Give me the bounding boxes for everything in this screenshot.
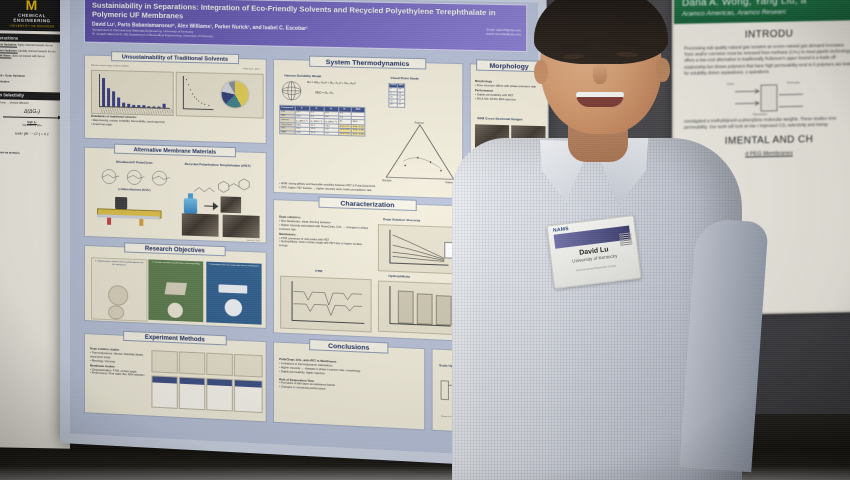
- membrane-thumb: [220, 196, 242, 214]
- section-unsustainability[interactable]: Unsustainability of Traditional Solvents…: [83, 51, 267, 145]
- section-alternative-materials[interactable]: Alternative Membrane Materials Rhodiasol…: [83, 143, 267, 244]
- sem-left: [181, 213, 219, 237]
- hair: [534, 0, 668, 64]
- svg-text:Polymer: Polymer: [415, 122, 424, 125]
- methods-b4: Performance: Pure water flux, BSA reject…: [91, 371, 145, 378]
- objective-text-3: 3. Investigate effect of evaporation tim…: [208, 263, 259, 268]
- ear-right: [656, 58, 670, 82]
- char-text: Dope solutions: • Non-Newtonian, shear t…: [279, 214, 369, 248]
- left-equation-2: kᵢᵍ/kᵢᵉ (Br⁻ − Cl⁻) ≈ 0.1: [15, 131, 49, 136]
- left-note-2: ...ydration: [0, 80, 10, 84]
- left-arrow-icon: [3, 116, 61, 119]
- left-term-1: Inner Hydration:: [0, 43, 18, 47]
- conclusions-text: PolarClean, GVL, and rPET in Membranes •…: [279, 357, 421, 396]
- section-title-characterization: Characterization: [318, 196, 417, 212]
- chart-solvent-usage: [90, 69, 174, 117]
- left-text-3: does not interact with the ion: [12, 55, 46, 59]
- char-heading-2: Membranes:: [279, 231, 297, 237]
- ternary-diagram: Polymer Solvent NonSolv: [382, 122, 458, 185]
- char-b4: Hydrophilicity: lower contact angle with…: [279, 240, 362, 248]
- svg-text:Permeate: Permeate: [787, 80, 800, 84]
- section-title-experiment-methods: Experiment Methods: [123, 330, 227, 346]
- unsust-right-source: Pollet et al., 2014: [243, 68, 260, 71]
- svg-text:Feed: Feed: [727, 82, 734, 86]
- mouth-smiling: [576, 92, 624, 107]
- sem-right: [222, 214, 260, 239]
- svg-text:Solvent: Solvent: [445, 181, 454, 184]
- pie-mass-contribution: [221, 80, 249, 108]
- objective-card-1: 1. Integrate green solvents and recycled…: [90, 257, 148, 322]
- left-note-1: ...ult + Outer Hydration: [0, 74, 26, 79]
- left-text-2: partially oriented towards the ion: [18, 49, 56, 54]
- section-research-objectives[interactable]: Research Objectives 1. Integrate green s…: [83, 242, 267, 329]
- svg-text:NonSolv: NonSolv: [382, 179, 392, 182]
- nose: [593, 62, 607, 84]
- left-term-2: Outer Hydration:: [0, 49, 18, 53]
- main-poster-surface: Sustainiability in Separations: Integrat…: [69, 0, 549, 458]
- qr-code-icon: [618, 232, 633, 246]
- unsust-left-caption: Relative solvent usage in pharma (2015): [90, 64, 129, 68]
- section-conclusions[interactable]: Conclusions PolarClean, GVL, and rPET in…: [272, 338, 426, 431]
- char-ftir-title: FTIR: [315, 268, 323, 274]
- char-visc-title: Dope Solution Viscosity: [383, 217, 421, 223]
- left-callout-2: Separate by ΔGₕ: [22, 124, 42, 128]
- chart-solvent-pareto: [175, 71, 264, 119]
- section-system-thermodynamics[interactable]: System Thermodynamics Hansen Solubility …: [272, 55, 464, 200]
- left-footnote: ...tied via tuning kₛ: [0, 151, 20, 155]
- casting-setup-illustration: [93, 196, 170, 231]
- methods-text: Dope solution studies • Thermodynamics: …: [89, 346, 145, 378]
- molecule-polarclean-icon: [101, 168, 172, 186]
- char-heading-1: Dope solutions:: [279, 214, 301, 220]
- objective-card-2: 2. Correlate membrane performance and mo…: [148, 259, 204, 323]
- name-badge[interactable]: NAMS David Lu University of Kentucky Nor…: [546, 214, 642, 290]
- thermo-right-label: Cloud Point Study: [390, 75, 419, 81]
- section-title-unsustainability: Unsustainability of Traditional Solvents: [111, 51, 240, 65]
- thermo-equation-2: RED = Rₐ / R₀: [315, 90, 334, 95]
- objective-text-1: 1. Integrate green solvents and recycled…: [94, 260, 144, 267]
- alt-right-label: Recycled Polyethylene Terephthalate (rPE…: [184, 161, 251, 168]
- concl-b3: Stable permeability, higher rejection: [280, 369, 325, 376]
- section-title-system-thermodynamics: System Thermodynamics: [309, 55, 427, 70]
- cloudpoint-table: PET% wt% 0 15 5 14 10 13 15 12 20 11: [388, 83, 405, 108]
- membrane-schematic-icon: Feed Permeate Membrane: [727, 80, 803, 116]
- drawback-2: Fossil fuel origin: [92, 122, 113, 127]
- chart-ftir: [280, 275, 372, 333]
- left-sub-2: ...Trans. →Vertical diffusion: [0, 100, 29, 105]
- hansen-sphere-icon: [280, 79, 303, 102]
- left-equation-1: Δ(ΔGₕ): [24, 108, 40, 116]
- methods-b1: Thermodynamics: Hansen Solubility Model,…: [89, 351, 144, 360]
- person-presenter: NAMS David Lu University of Kentucky Nor…: [430, 0, 769, 480]
- section-title-research-objectives: Research Objectives: [124, 242, 226, 257]
- left-text-1: highly oriented towards the ion: [17, 43, 53, 48]
- arrow-right-icon: [204, 202, 218, 211]
- section-title-conclusions: Conclusions: [309, 338, 389, 354]
- main-poster[interactable]: Sustainiability in Separations: Integrat…: [60, 0, 549, 469]
- right-poster[interactable]: Dana A. Wong, Yang Liu, a Aramco America…: [672, 0, 850, 317]
- svg-text:Membrane: Membrane: [753, 112, 768, 116]
- objective-card-3: 3. Investigate effect of evaporation tim…: [206, 261, 262, 325]
- left-term-3: Bulk Water:: [0, 54, 12, 59]
- hansen-table: Compound δₔ δₚ δₕ R₀ RED PSf 19.7 8.3 8.3 6.2 PET 18…: [279, 105, 366, 137]
- ear-left: [534, 60, 548, 84]
- table-hansen: Compound δₔ δₚ δₕ R₀ RED PSf 19.7 8.3 8.3 6.2 PET 18…: [279, 105, 366, 137]
- alt-sub-label: γ-Valerolactone (GVL): [118, 186, 151, 192]
- thermo-left-label: Hansen Solubility Model: [284, 73, 322, 79]
- section-experiment-methods[interactable]: Experiment Methods Dope solution studies…: [83, 330, 267, 423]
- alt-source: Trad et al., 2024: [246, 239, 260, 243]
- char-hydro-title: Hydrophilicity: [388, 273, 411, 279]
- section-title-alternative-materials: Alternative Membrane Materials: [114, 143, 236, 158]
- alt-left-label: Rhodiasolv® PolarClean: [116, 159, 153, 165]
- objective-text-2: 2. Correlate membrane performance and mo…: [151, 261, 200, 266]
- thermo-equation-1: Rₐ² = 4(δₔ₁−δₔ₂)² + (δₚ₁−δₚ₂)² + (δₕ₁−δₕ…: [307, 80, 356, 86]
